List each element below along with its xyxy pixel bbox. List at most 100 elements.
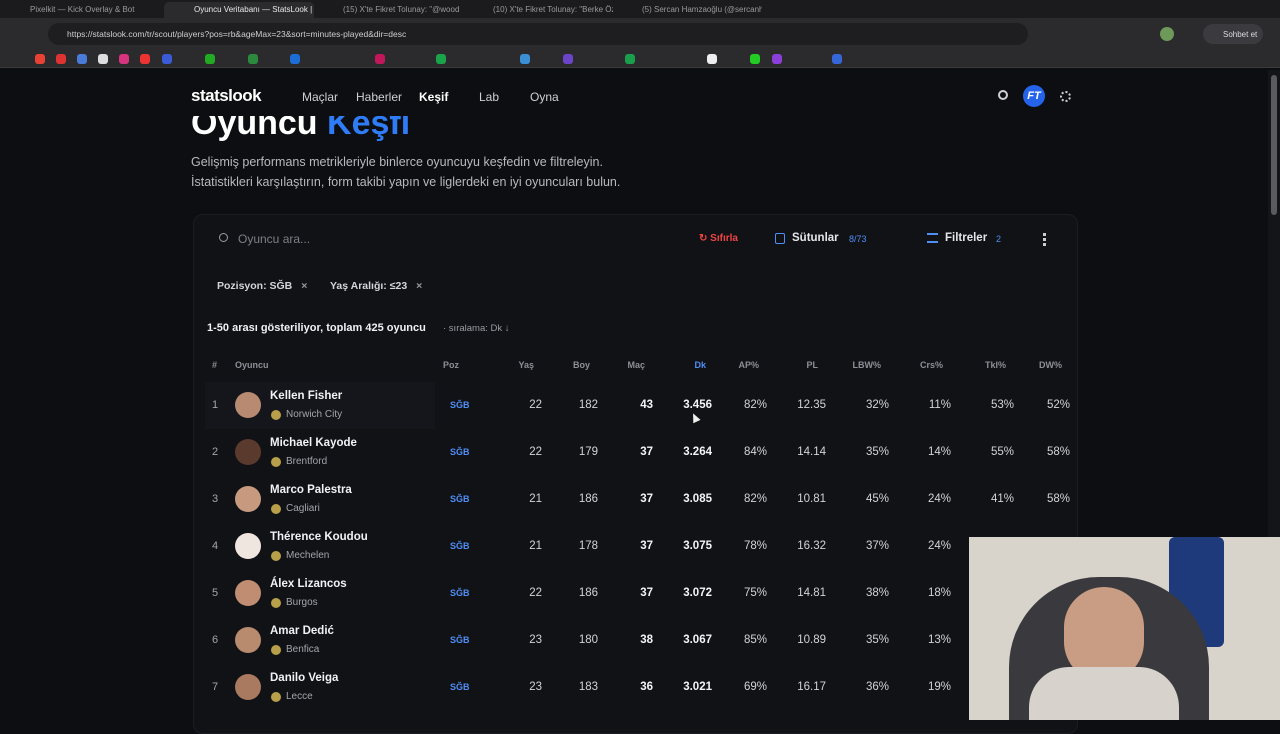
stat-cell: 10.89 [797, 634, 826, 646]
settings-icon[interactable] [1060, 91, 1071, 102]
rank: 1 [212, 399, 219, 411]
bookmark[interactable] [35, 54, 45, 64]
reset-button[interactable]: ↻ Sıfırla [699, 233, 738, 244]
chat-button[interactable]: Sohbet et [1203, 24, 1263, 44]
player-name[interactable]: Thérence Koudou [270, 531, 368, 543]
column-header[interactable]: DW% [1039, 360, 1062, 370]
tab[interactable]: (10) X'te Fikret Tolunay: "Berke Öz [493, 5, 613, 14]
stat-cell: 82% [743, 493, 767, 505]
club-name: Benfica [286, 644, 320, 655]
stat-cell: 35% [865, 634, 889, 646]
bookmark[interactable] [98, 54, 108, 64]
nav-link[interactable]: Keşif [419, 90, 449, 104]
more-menu[interactable] [1043, 233, 1047, 246]
column-header[interactable]: PL [806, 360, 818, 370]
bookmark[interactable] [119, 54, 129, 64]
rank: 3 [212, 493, 219, 505]
column-header[interactable]: Yaş [518, 360, 534, 370]
column-header[interactable]: AP% [738, 360, 759, 370]
nav-link[interactable]: Oyna [530, 90, 559, 104]
player-photo [235, 674, 261, 700]
stat-cell: 3.085 [683, 493, 712, 505]
position-badge: SĞB [450, 682, 470, 692]
url-field[interactable]: https://statslook.com/tr/scout/players?p… [48, 23, 1028, 45]
nav-link[interactable]: Haberler [356, 90, 403, 104]
stat-cell: 75% [743, 587, 767, 599]
player-photo [235, 439, 261, 465]
bookmark[interactable] [520, 54, 530, 64]
bookmark[interactable] [375, 54, 385, 64]
player-photo [235, 580, 261, 606]
bookmark[interactable] [707, 54, 717, 64]
bookmark[interactable] [290, 54, 300, 64]
nav-link[interactable]: Lab [479, 90, 500, 104]
tab-bar: Pixelkit — Kick Overlay & Bot Oyuncu Ver… [0, 0, 1280, 18]
column-header[interactable]: Maç [627, 360, 645, 370]
stat-cell: 37 [640, 587, 653, 599]
stat-cell: 36% [865, 681, 889, 693]
bookmark[interactable] [625, 54, 635, 64]
column-header[interactable]: Boy [572, 360, 590, 370]
tab[interactable]: Oyuncu Veritabanı — StatsLook | S [164, 2, 314, 18]
bookmark[interactable] [750, 54, 760, 64]
bookmark[interactable] [772, 54, 782, 64]
bookmark[interactable] [77, 54, 87, 64]
nav-link[interactable]: Maçlar [302, 90, 339, 104]
bookmark[interactable] [162, 54, 172, 64]
site-nav: statslook Maçlar Haberler Keşif Lab Oyna… [0, 68, 1266, 116]
stat-cell: 45% [865, 493, 889, 505]
club-badge [271, 692, 281, 702]
stat-cell: 3.067 [683, 634, 712, 646]
column-header[interactable]: Crs% [919, 360, 943, 370]
result-summary: 1-50 arası gösteriliyor, toplam 425 oyun… [207, 322, 426, 334]
player-name[interactable]: Michael Kayode [270, 437, 357, 449]
position-badge: SĞB [450, 635, 470, 645]
bookmark[interactable] [248, 54, 258, 64]
tab[interactable]: (15) X'te Fikret Tolunay: "@wood [343, 5, 460, 14]
player-photo [235, 533, 261, 559]
bookmark[interactable] [205, 54, 215, 64]
club-name: Mechelen [286, 550, 330, 561]
stat-cell: 179 [578, 446, 598, 458]
position-badge: SĞB [450, 447, 470, 457]
search-input[interactable]: Oyuncu ara... [238, 232, 311, 246]
filter-chip[interactable]: Yaş Aralığı: ≤23 × [330, 280, 423, 292]
player-name[interactable]: Amar Dedić [270, 625, 334, 637]
column-header[interactable]: Oyuncu [235, 360, 269, 370]
club-name: Lecce [286, 691, 313, 702]
profile-icon[interactable] [1160, 27, 1174, 41]
search-icon[interactable] [998, 90, 1008, 100]
filter-chip[interactable]: Pozisyon: SĞB × [217, 280, 308, 292]
stat-cell: 14.81 [797, 587, 826, 599]
player-name[interactable]: Marco Palestra [270, 484, 352, 496]
columns-button[interactable]: Sütunlar [792, 232, 839, 244]
column-header[interactable]: Dk [694, 360, 706, 370]
stat-cell: 22 [529, 446, 542, 458]
bookmark[interactable] [436, 54, 446, 64]
stat-cell: 18% [927, 587, 951, 599]
tab[interactable]: Pixelkit — Kick Overlay & Bot [30, 5, 135, 14]
players-panel [193, 214, 1078, 734]
bookmark[interactable] [140, 54, 150, 64]
bookmark[interactable] [56, 54, 66, 64]
stat-cell: 22 [529, 587, 542, 599]
tab[interactable]: (5) Sercan Hamzaoğlu (@sercanha [642, 5, 762, 14]
column-header[interactable]: LBW% [852, 360, 882, 370]
column-header[interactable]: Tkl% [984, 360, 1006, 370]
stat-cell: 84% [743, 446, 767, 458]
shirt [1029, 667, 1179, 720]
bookmark[interactable] [563, 54, 573, 64]
player-name[interactable]: Danilo Veiga [270, 672, 339, 684]
logo[interactable]: statslook [191, 86, 262, 105]
filters-button[interactable]: Filtreler [945, 232, 988, 244]
stat-cell: 14% [927, 446, 951, 458]
bookmark[interactable] [832, 54, 842, 64]
club-badge [271, 645, 281, 655]
club-name: Burgos [286, 597, 318, 608]
stat-cell: 186 [578, 587, 598, 599]
player-name[interactable]: Kellen Fisher [270, 390, 343, 402]
user-avatar[interactable]: FT [1023, 85, 1045, 107]
stat-cell: 3.021 [683, 681, 712, 693]
player-name[interactable]: Álex Lizancos [270, 578, 347, 590]
